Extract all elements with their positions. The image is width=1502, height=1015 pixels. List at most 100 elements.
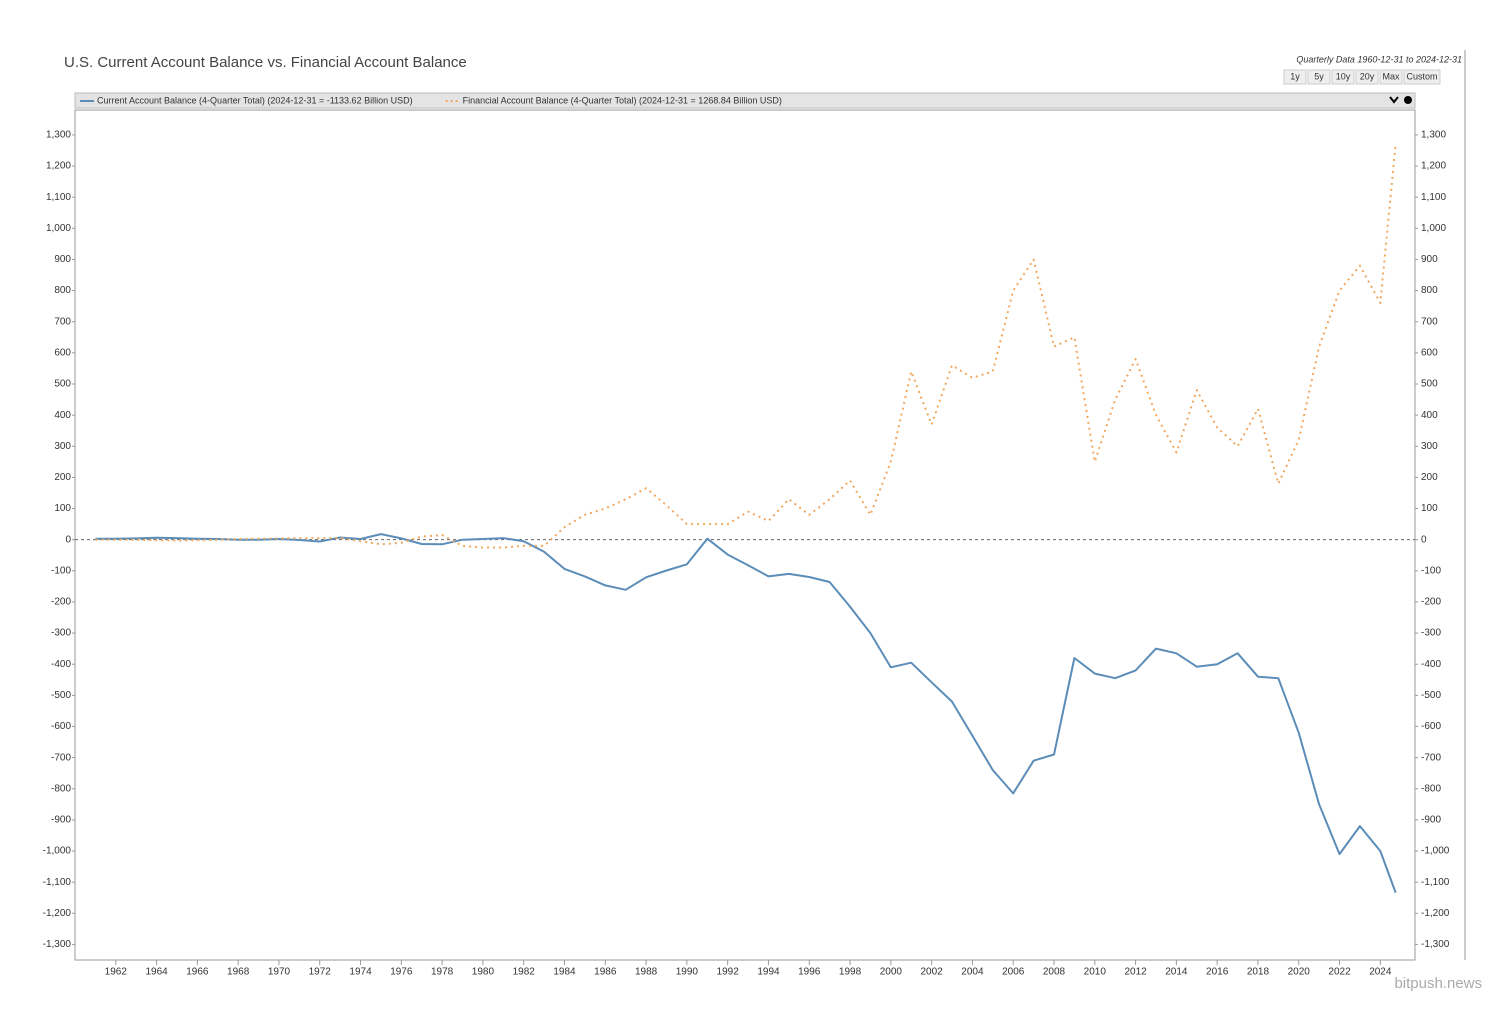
x-tick-label: 1988 [635, 967, 658, 978]
x-tick-label: 1990 [676, 967, 699, 978]
y2-tick-label: 600 [1421, 347, 1438, 358]
y-tick-label: 1,000 [46, 223, 71, 234]
y2-tick-label: -300 [1421, 628, 1441, 639]
y2-tick-label: -700 [1421, 752, 1441, 763]
y2-tick-label: -900 [1421, 815, 1441, 826]
range-button-label[interactable]: Max [1382, 71, 1400, 81]
range-button-label[interactable]: 10y [1336, 71, 1351, 81]
y-tick-label: 1,100 [46, 192, 71, 203]
y2-tick-label: -1,200 [1421, 908, 1450, 919]
y-tick-label: -400 [51, 659, 71, 670]
range-button[interactable] [1403, 69, 1441, 85]
x-tick-label: 2008 [1043, 967, 1066, 978]
y-tick-label: -900 [51, 815, 71, 826]
x-tick-label: 2024 [1369, 967, 1392, 978]
y-tick-label: 0 [65, 534, 71, 545]
range-button-label[interactable]: 1y [1290, 71, 1300, 81]
x-tick-label: 2014 [1165, 967, 1188, 978]
legend-toggle[interactable] [1389, 96, 1399, 104]
y2-tick-label: 700 [1421, 316, 1438, 327]
y2-tick-label: -1,000 [1421, 846, 1450, 857]
x-tick-label: 2022 [1328, 967, 1351, 978]
range-button-label[interactable]: Custom [1406, 71, 1437, 81]
range-button-label[interactable]: 5y [1314, 71, 1324, 81]
range-button[interactable] [1379, 69, 1403, 85]
y-tick-label: -200 [51, 597, 71, 608]
x-tick-label: 1982 [513, 967, 536, 978]
y2-tick-label: -500 [1421, 690, 1441, 701]
x-tick-label: 2010 [1084, 967, 1107, 978]
y-tick-label: 1,200 [46, 161, 71, 172]
y-tick-label: 300 [54, 441, 71, 452]
plot-frame [74, 109, 1416, 961]
y-tick-label: 1,300 [46, 130, 71, 141]
y-tick-label: 900 [54, 254, 71, 265]
x-tick-label: 2012 [1124, 967, 1147, 978]
x-tick-label: 1962 [105, 967, 128, 978]
y2-tick-label: -100 [1421, 565, 1441, 576]
x-tick-label: 2004 [961, 967, 984, 978]
x-tick-label: 1998 [839, 967, 862, 978]
legend-bar [74, 92, 1416, 109]
x-tick-label: 1984 [553, 967, 576, 978]
y2-tick-label: 1,100 [1421, 192, 1446, 203]
series-line [95, 533, 1397, 893]
legend-label: Financial Account Balance (4-Quarter Tot… [463, 95, 782, 105]
y-tick-label: 800 [54, 285, 71, 296]
y2-tick-label: -600 [1421, 721, 1441, 732]
range-button[interactable] [1283, 69, 1307, 85]
x-tick-label: 1980 [472, 967, 495, 978]
chart-title: U.S. Current Account Balance vs. Financi… [64, 54, 467, 71]
y2-tick-label: -400 [1421, 659, 1441, 670]
y-tick-label: -800 [51, 783, 71, 794]
range-button-label[interactable]: 20y [1360, 71, 1375, 81]
y-tick-label: -700 [51, 752, 71, 763]
date-range: Quarterly Data 1960-12-31 to 2024-12-31 [1296, 54, 1462, 64]
y-tick-label: -1,000 [43, 846, 72, 857]
y-tick-label: 200 [54, 472, 71, 483]
x-tick-label: 2000 [880, 967, 903, 978]
y-tick-label: -500 [51, 690, 71, 701]
range-button[interactable] [1355, 69, 1379, 85]
y2-tick-label: -1,100 [1421, 877, 1450, 888]
y2-tick-label: 100 [1421, 503, 1438, 514]
y2-tick-label: 500 [1421, 379, 1438, 390]
y2-tick-label: 400 [1421, 410, 1438, 421]
range-button[interactable] [1307, 69, 1331, 85]
x-tick-label: 1994 [757, 967, 780, 978]
y-tick-label: 500 [54, 379, 71, 390]
y2-tick-label: -800 [1421, 783, 1441, 794]
settings-icon[interactable] [1404, 96, 1412, 104]
x-tick-label: 1978 [431, 967, 454, 978]
x-tick-label: 1992 [717, 967, 740, 978]
x-tick-label: 2006 [1002, 967, 1025, 978]
x-tick-label: 1996 [798, 967, 821, 978]
range-button[interactable] [1331, 69, 1355, 85]
x-tick-label: 1968 [227, 967, 250, 978]
y2-tick-label: 1,200 [1421, 161, 1446, 172]
x-tick-label: 1972 [309, 967, 332, 978]
y-tick-label: -600 [51, 721, 71, 732]
y-tick-label: 400 [54, 410, 71, 421]
x-tick-label: 2016 [1206, 967, 1229, 978]
x-tick-label: 2018 [1247, 967, 1270, 978]
x-tick-label: 2020 [1288, 967, 1311, 978]
x-tick-label: 1964 [145, 967, 168, 978]
y2-tick-label: -1,300 [1421, 939, 1450, 950]
y-tick-label: 100 [54, 503, 71, 514]
y-tick-label: 700 [54, 316, 71, 327]
y2-tick-label: -200 [1421, 597, 1441, 608]
y-tick-label: 600 [54, 347, 71, 358]
x-tick-label: 1974 [349, 967, 372, 978]
y-tick-label: -1,100 [43, 877, 72, 888]
y-tick-label: -100 [51, 565, 71, 576]
y2-tick-label: 0 [1421, 534, 1427, 545]
y-tick-label: -1,300 [43, 939, 72, 950]
x-tick-label: 2002 [920, 967, 943, 978]
y2-tick-label: 900 [1421, 254, 1438, 265]
series-line [95, 144, 1397, 549]
x-tick-label: 1970 [268, 967, 291, 978]
y-tick-label: -1,200 [43, 908, 72, 919]
y2-tick-label: 300 [1421, 441, 1438, 452]
